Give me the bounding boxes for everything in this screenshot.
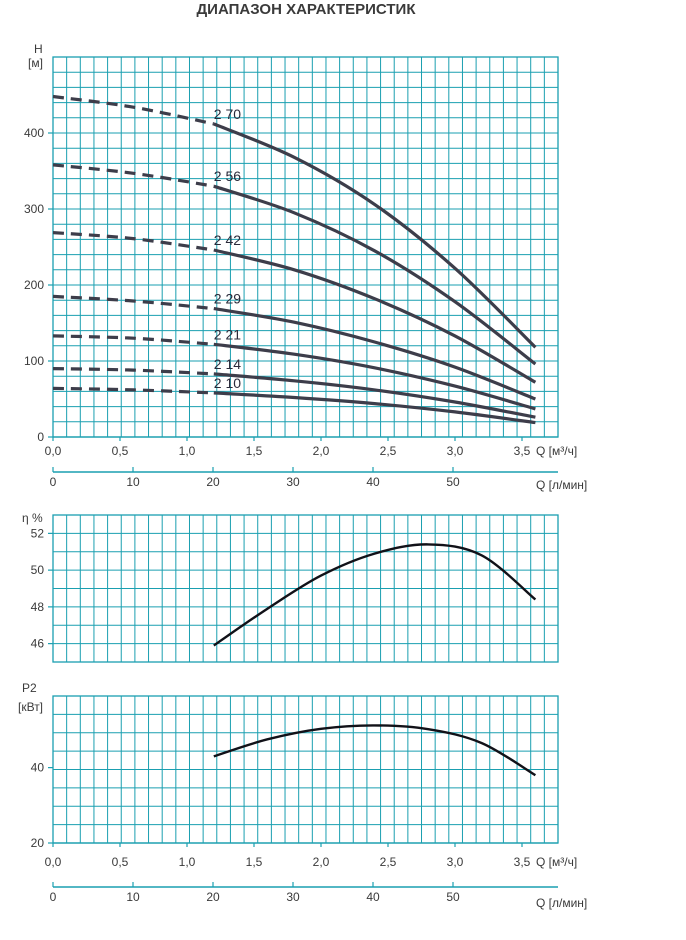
efficiency-y-label: η % <box>22 511 43 525</box>
y-tick-label: 0 <box>37 430 44 444</box>
power-x-axis-lmin: 0 10 20 30 40 50 <box>50 882 558 904</box>
head-curve-2-14 <box>213 372 536 419</box>
head-y-label: H <box>34 42 43 56</box>
head-chart-panel: 2 702 562 422 292 212 142 10 H [м] 01002… <box>24 42 587 492</box>
head-curves <box>52 94 537 425</box>
x-tick-label: 0,5 <box>112 444 129 458</box>
y-tick-label: 46 <box>31 637 45 651</box>
power-curves <box>213 724 537 777</box>
head-grid <box>52 56 559 438</box>
head-curve-labels: 2 70 2 56 2 42 2 29 2 21 2 14 2 10 <box>214 106 241 391</box>
head-curve-dashed-2-10 <box>52 386 214 395</box>
efficiency-curve <box>213 543 537 647</box>
lmin-tick-label: 50 <box>446 475 460 489</box>
x-tick-label: 0,5 <box>112 855 129 869</box>
curve-label-2-21: 2 21 <box>214 326 241 342</box>
lmin-tick-label: 30 <box>286 475 300 489</box>
lmin-tick-label: 20 <box>206 475 220 489</box>
head-y-ticks: 0 100 200 300 400 <box>24 126 53 444</box>
x-tick-label: 2,0 <box>313 855 330 869</box>
power-x-unit-m3h: Q [м³/ч] <box>536 855 577 869</box>
curve-label-2-14: 2 14 <box>214 356 241 372</box>
x-tick-label: 2,0 <box>313 444 330 458</box>
y-tick-label: 300 <box>24 202 44 216</box>
power-x-ticks-m3h: 0,0 0,5 1,0 1,5 2,0 2,5 3,0 3,5 <box>45 842 558 869</box>
lmin-tick-label: 50 <box>446 890 460 904</box>
head-curve-dashed-2-29 <box>52 294 214 311</box>
head-curve-2-21 <box>213 342 536 411</box>
lmin-tick-label: 20 <box>206 890 220 904</box>
y-tick-label: 20 <box>31 836 45 850</box>
power-grid <box>52 695 559 844</box>
curve-label-2-70: 2 70 <box>214 106 241 122</box>
head-curve-dashed-2-70 <box>52 94 215 126</box>
curve-label-2-10: 2 10 <box>214 375 241 391</box>
efficiency-y-ticks: 46 48 50 52 <box>31 526 53 651</box>
x-tick-label: 3,0 <box>447 444 464 458</box>
curve-label-2-29: 2 29 <box>214 291 241 307</box>
x-tick-label: 2,5 <box>380 855 397 869</box>
lmin-tick-label: 0 <box>50 890 57 904</box>
y-tick-label: 200 <box>24 278 44 292</box>
curve-label-2-56: 2 56 <box>214 168 241 184</box>
x-tick-label: 1,0 <box>179 855 196 869</box>
head-y-unit: [м] <box>28 56 43 70</box>
chart-title: ДИАПАЗОН ХАРАКТЕРИСТИК <box>197 1 417 18</box>
curve-label-2-42: 2 42 <box>214 232 241 248</box>
power-y-label: P2 <box>22 681 37 695</box>
head-curve-dashed-2-14 <box>52 367 214 376</box>
x-tick-label: 3,0 <box>447 855 464 869</box>
head-curve-2-70 <box>213 122 537 349</box>
power-y-unit: [кВт] <box>18 700 43 714</box>
x-tick-label: 1,0 <box>179 444 196 458</box>
head-curve-dashed-2-21 <box>52 334 214 346</box>
head-curve-dashed-2-56 <box>52 163 215 188</box>
head-x-ticks-m3h: 0,0 0,5 1,0 1,5 2,0 2,5 3,0 3,5 <box>45 436 558 458</box>
power-curve <box>213 724 537 777</box>
efficiency-grid <box>52 514 559 663</box>
power-x-unit-lmin: Q [л/мин] <box>536 896 587 910</box>
lmin-tick-label: 30 <box>286 890 300 904</box>
head-x-unit-lmin: Q [л/мин] <box>536 478 587 492</box>
x-tick-label: 0,0 <box>45 855 62 869</box>
head-x-unit-m3h: Q [м³/ч] <box>536 444 577 458</box>
y-tick-label: 50 <box>31 563 45 577</box>
y-tick-label: 52 <box>31 526 45 540</box>
grid-frame <box>52 56 559 438</box>
y-tick-label: 48 <box>31 600 45 614</box>
x-tick-label: 3,5 <box>514 444 531 458</box>
head-curve-2-29 <box>213 307 536 401</box>
head-curve-2-10 <box>213 391 536 425</box>
efficiency-curves <box>213 543 537 647</box>
x-tick-label: 1,5 <box>246 444 263 458</box>
x-tick-label: 0,0 <box>45 444 62 458</box>
x-tick-label: 2,5 <box>380 444 397 458</box>
y-tick-label: 100 <box>24 354 44 368</box>
lmin-tick-label: 10 <box>126 890 140 904</box>
head-curve-dashed-2-42 <box>52 231 215 252</box>
y-tick-label: 40 <box>31 761 45 775</box>
lmin-tick-label: 10 <box>126 475 140 489</box>
lmin-tick-label: 40 <box>366 890 380 904</box>
x-tick-label: 1,5 <box>246 855 263 869</box>
lmin-tick-label: 0 <box>50 475 57 489</box>
y-tick-label: 400 <box>24 126 44 140</box>
head-x-axis-lmin: 0 10 20 30 40 50 <box>50 467 558 489</box>
efficiency-chart-panel: η % 46 48 50 52 <box>22 511 559 663</box>
head-curve-2-56 <box>213 184 537 366</box>
x-tick-label: 3,5 <box>514 855 531 869</box>
head-curve-2-42 <box>213 248 537 384</box>
lmin-tick-label: 40 <box>366 475 380 489</box>
